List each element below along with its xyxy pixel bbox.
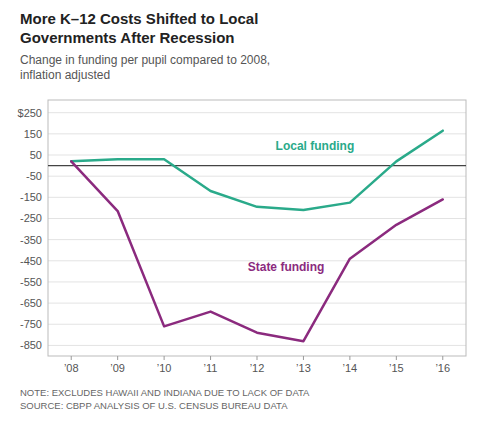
note: SOURCE: CBPP ANALYSIS OF U.S. CENSUS BUR… [20,400,288,411]
grid-line [48,218,466,219]
grid-line [48,281,466,282]
y-tick-label: -150 [20,191,42,203]
x-tick [442,356,443,360]
x-tick-label: ’11 [204,362,218,374]
y-tick-label: -450 [20,255,42,267]
series-label: State funding [248,260,325,274]
title: More K–12 Costs Shifted to Local Governme… [20,10,258,46]
chart: More K–12 Costs Shifted to Local Governme… [0,0,480,426]
y-tick-label: -350 [20,234,42,246]
grid-line [48,197,466,198]
grid-line [48,176,466,177]
grid-line [48,345,466,346]
title-line: More K–12 Costs Shifted to Local [20,10,258,27]
note: NOTE: EXCLUDES HAWAII AND INDIANA DUE TO… [20,387,310,398]
x-tick [303,356,304,360]
x-tick-label: ’16 [435,362,450,374]
subtitle-line: Change in funding per pupil compared to … [20,53,270,67]
series-label: Local funding [276,139,355,153]
y-tick-label: -50 [26,170,42,182]
x-tick-label: ’12 [250,362,265,374]
series-line [71,161,443,341]
subtitle-line: inflation adjusted [20,68,110,82]
grid-line [48,324,466,325]
y-tick-label: -850 [20,339,42,351]
y-tick-label: $250 [18,107,42,119]
x-tick [349,356,350,360]
y-tick-label: -750 [20,318,42,330]
x-tick [396,356,397,360]
y-tick-label: -550 [20,276,42,288]
grid [48,113,466,346]
y-tick-label: -650 [20,297,42,309]
title-line: Governments After Recession [20,29,235,46]
x-tick-label: ’10 [157,362,172,374]
x-tick-label: ’09 [110,362,125,374]
zero-line [48,165,466,166]
x-tick-label: ’13 [296,362,311,374]
y-tick-label: 50 [30,149,42,161]
y-tick-label: -250 [20,212,42,224]
x-tick-label: ’14 [343,362,358,374]
x-tick-label: ’08 [64,362,79,374]
grid-line [48,239,466,240]
grid-line [48,133,466,134]
plot-frame [48,100,466,356]
x-tick [164,356,165,360]
grid-line [48,303,466,304]
x-tick-label: ’15 [389,362,404,374]
grid-line [48,112,466,113]
x-tick [71,356,72,360]
subtitle: Change in funding per pupil compared to … [20,53,270,82]
x-tick [257,356,258,360]
series-line [71,131,443,210]
y-tick-label: 150 [24,128,42,140]
plot-area [48,131,466,342]
x-tick [117,356,118,360]
x-tick [210,356,211,360]
